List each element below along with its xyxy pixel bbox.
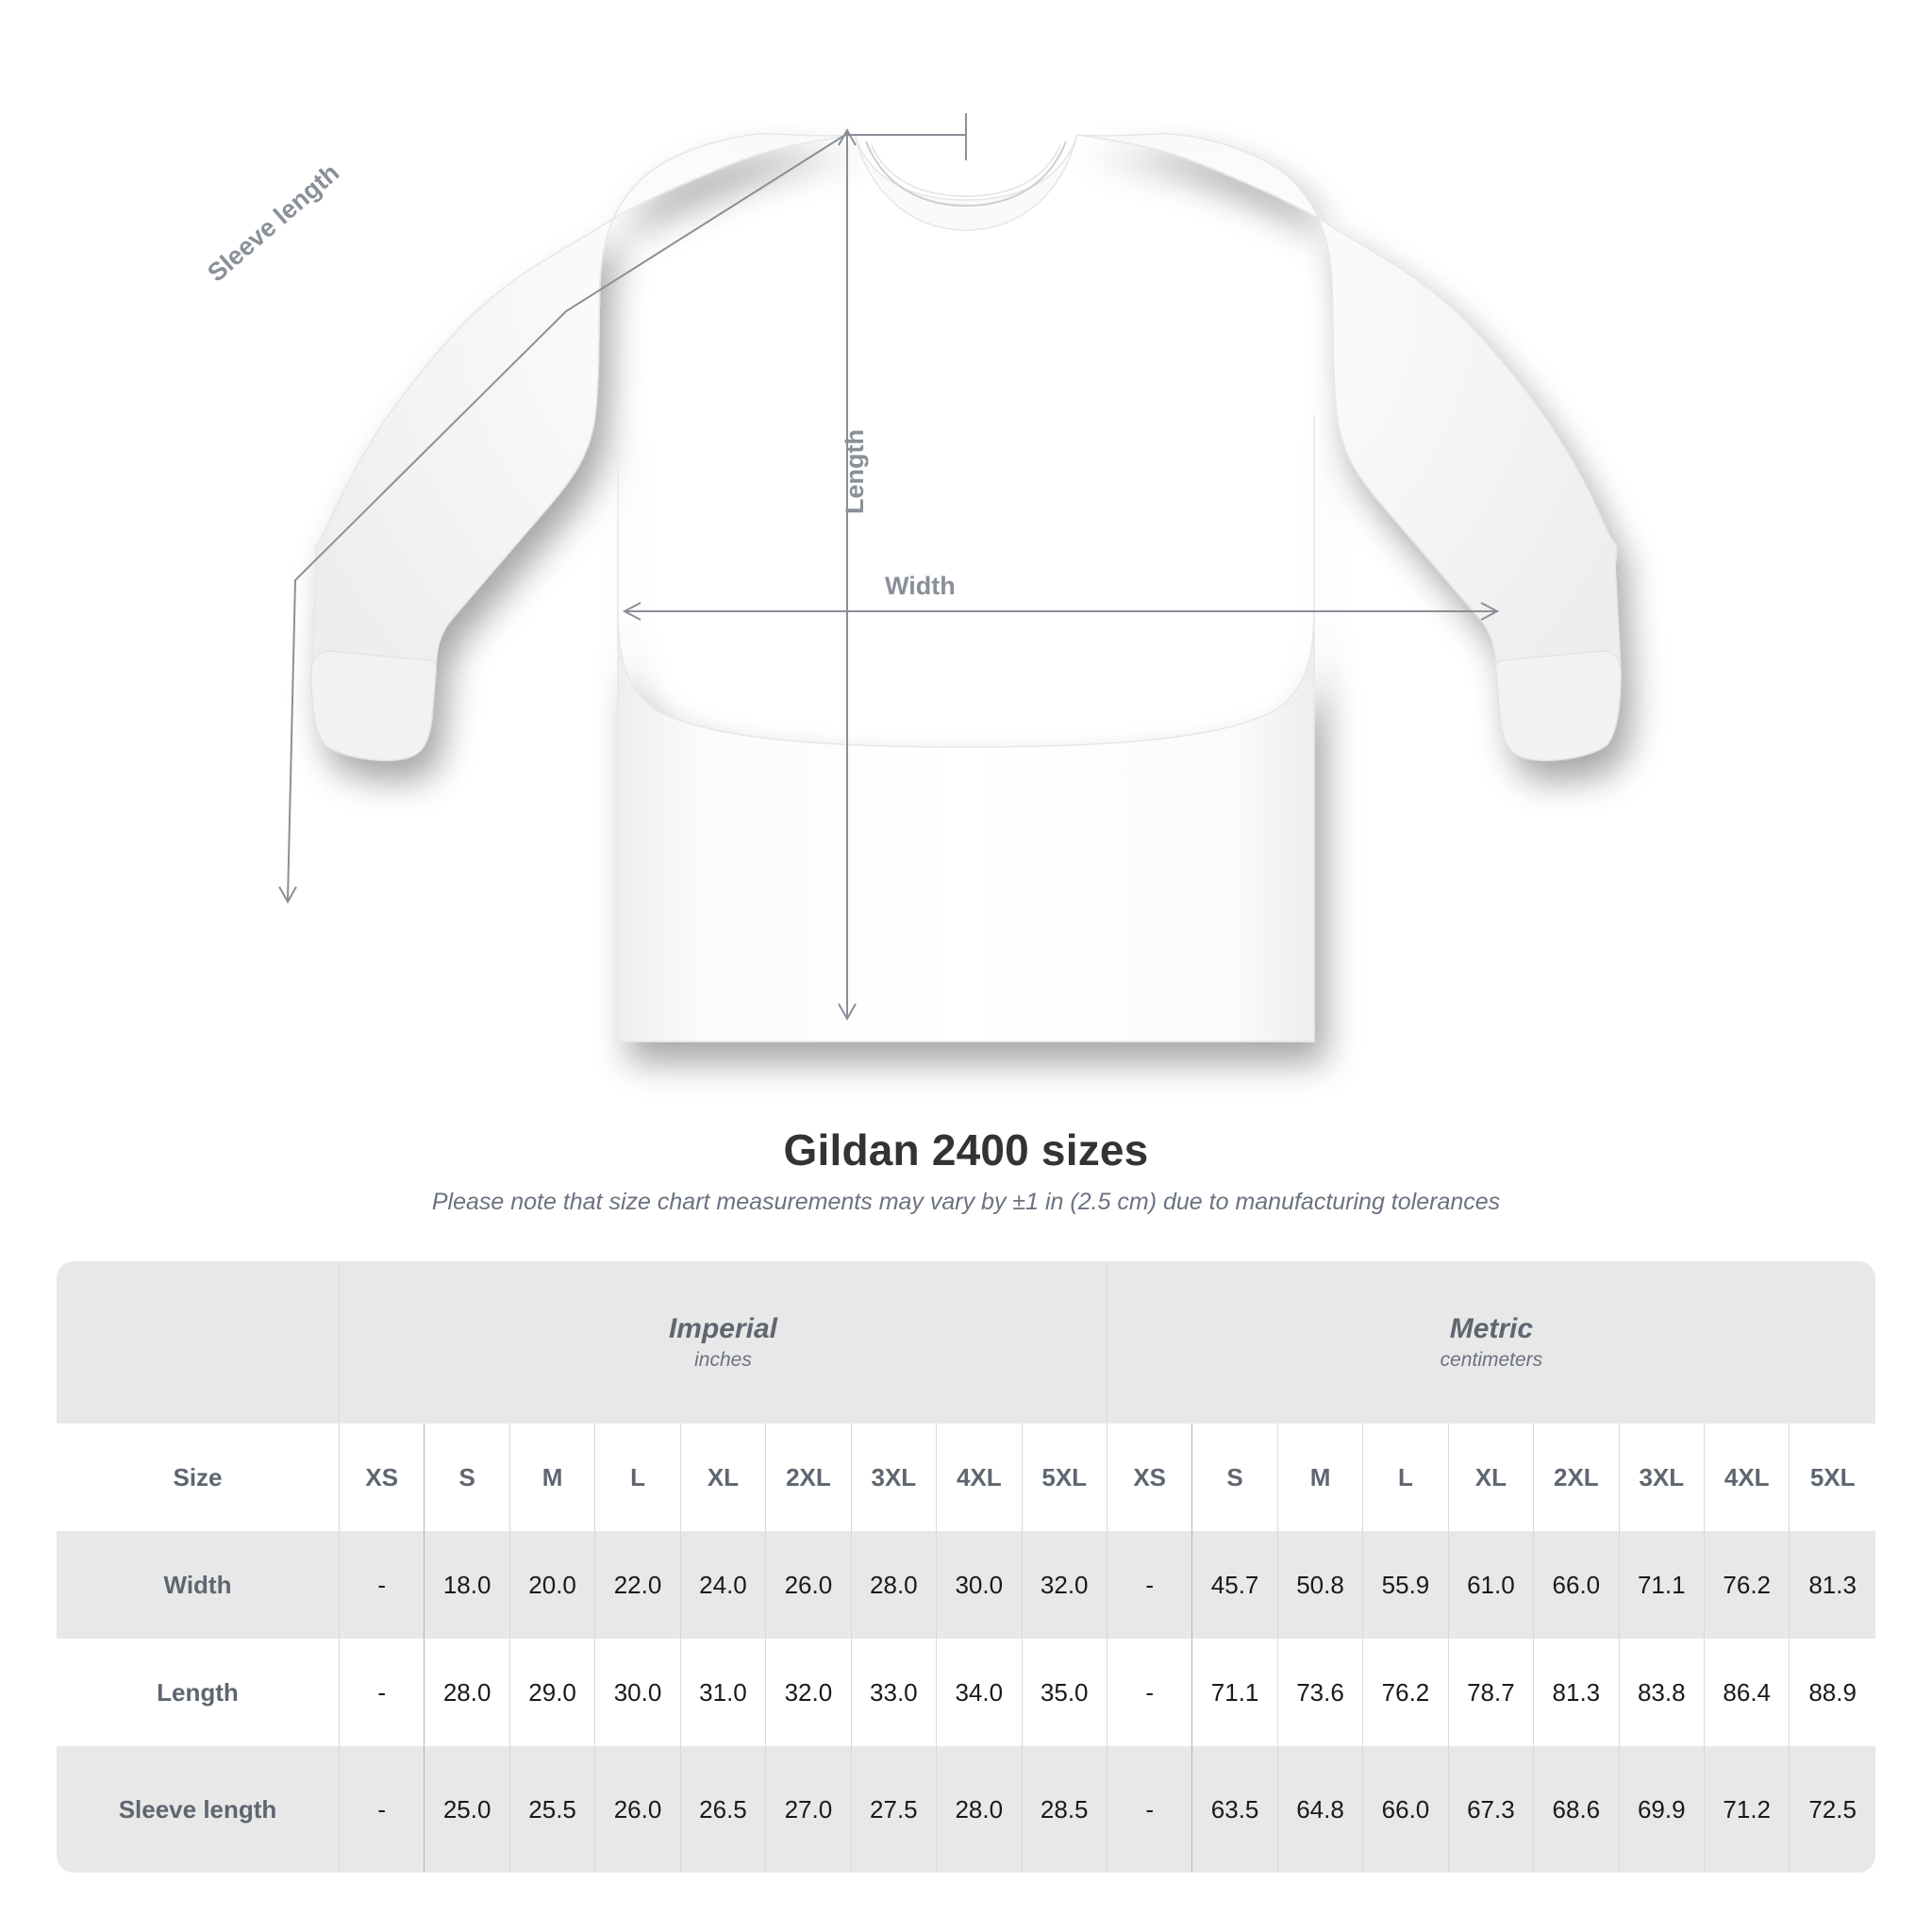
svg-text:Length: Length xyxy=(841,429,869,514)
svg-text:Width: Width xyxy=(885,572,956,600)
svg-text:Sleeve length: Sleeve length xyxy=(202,158,344,288)
